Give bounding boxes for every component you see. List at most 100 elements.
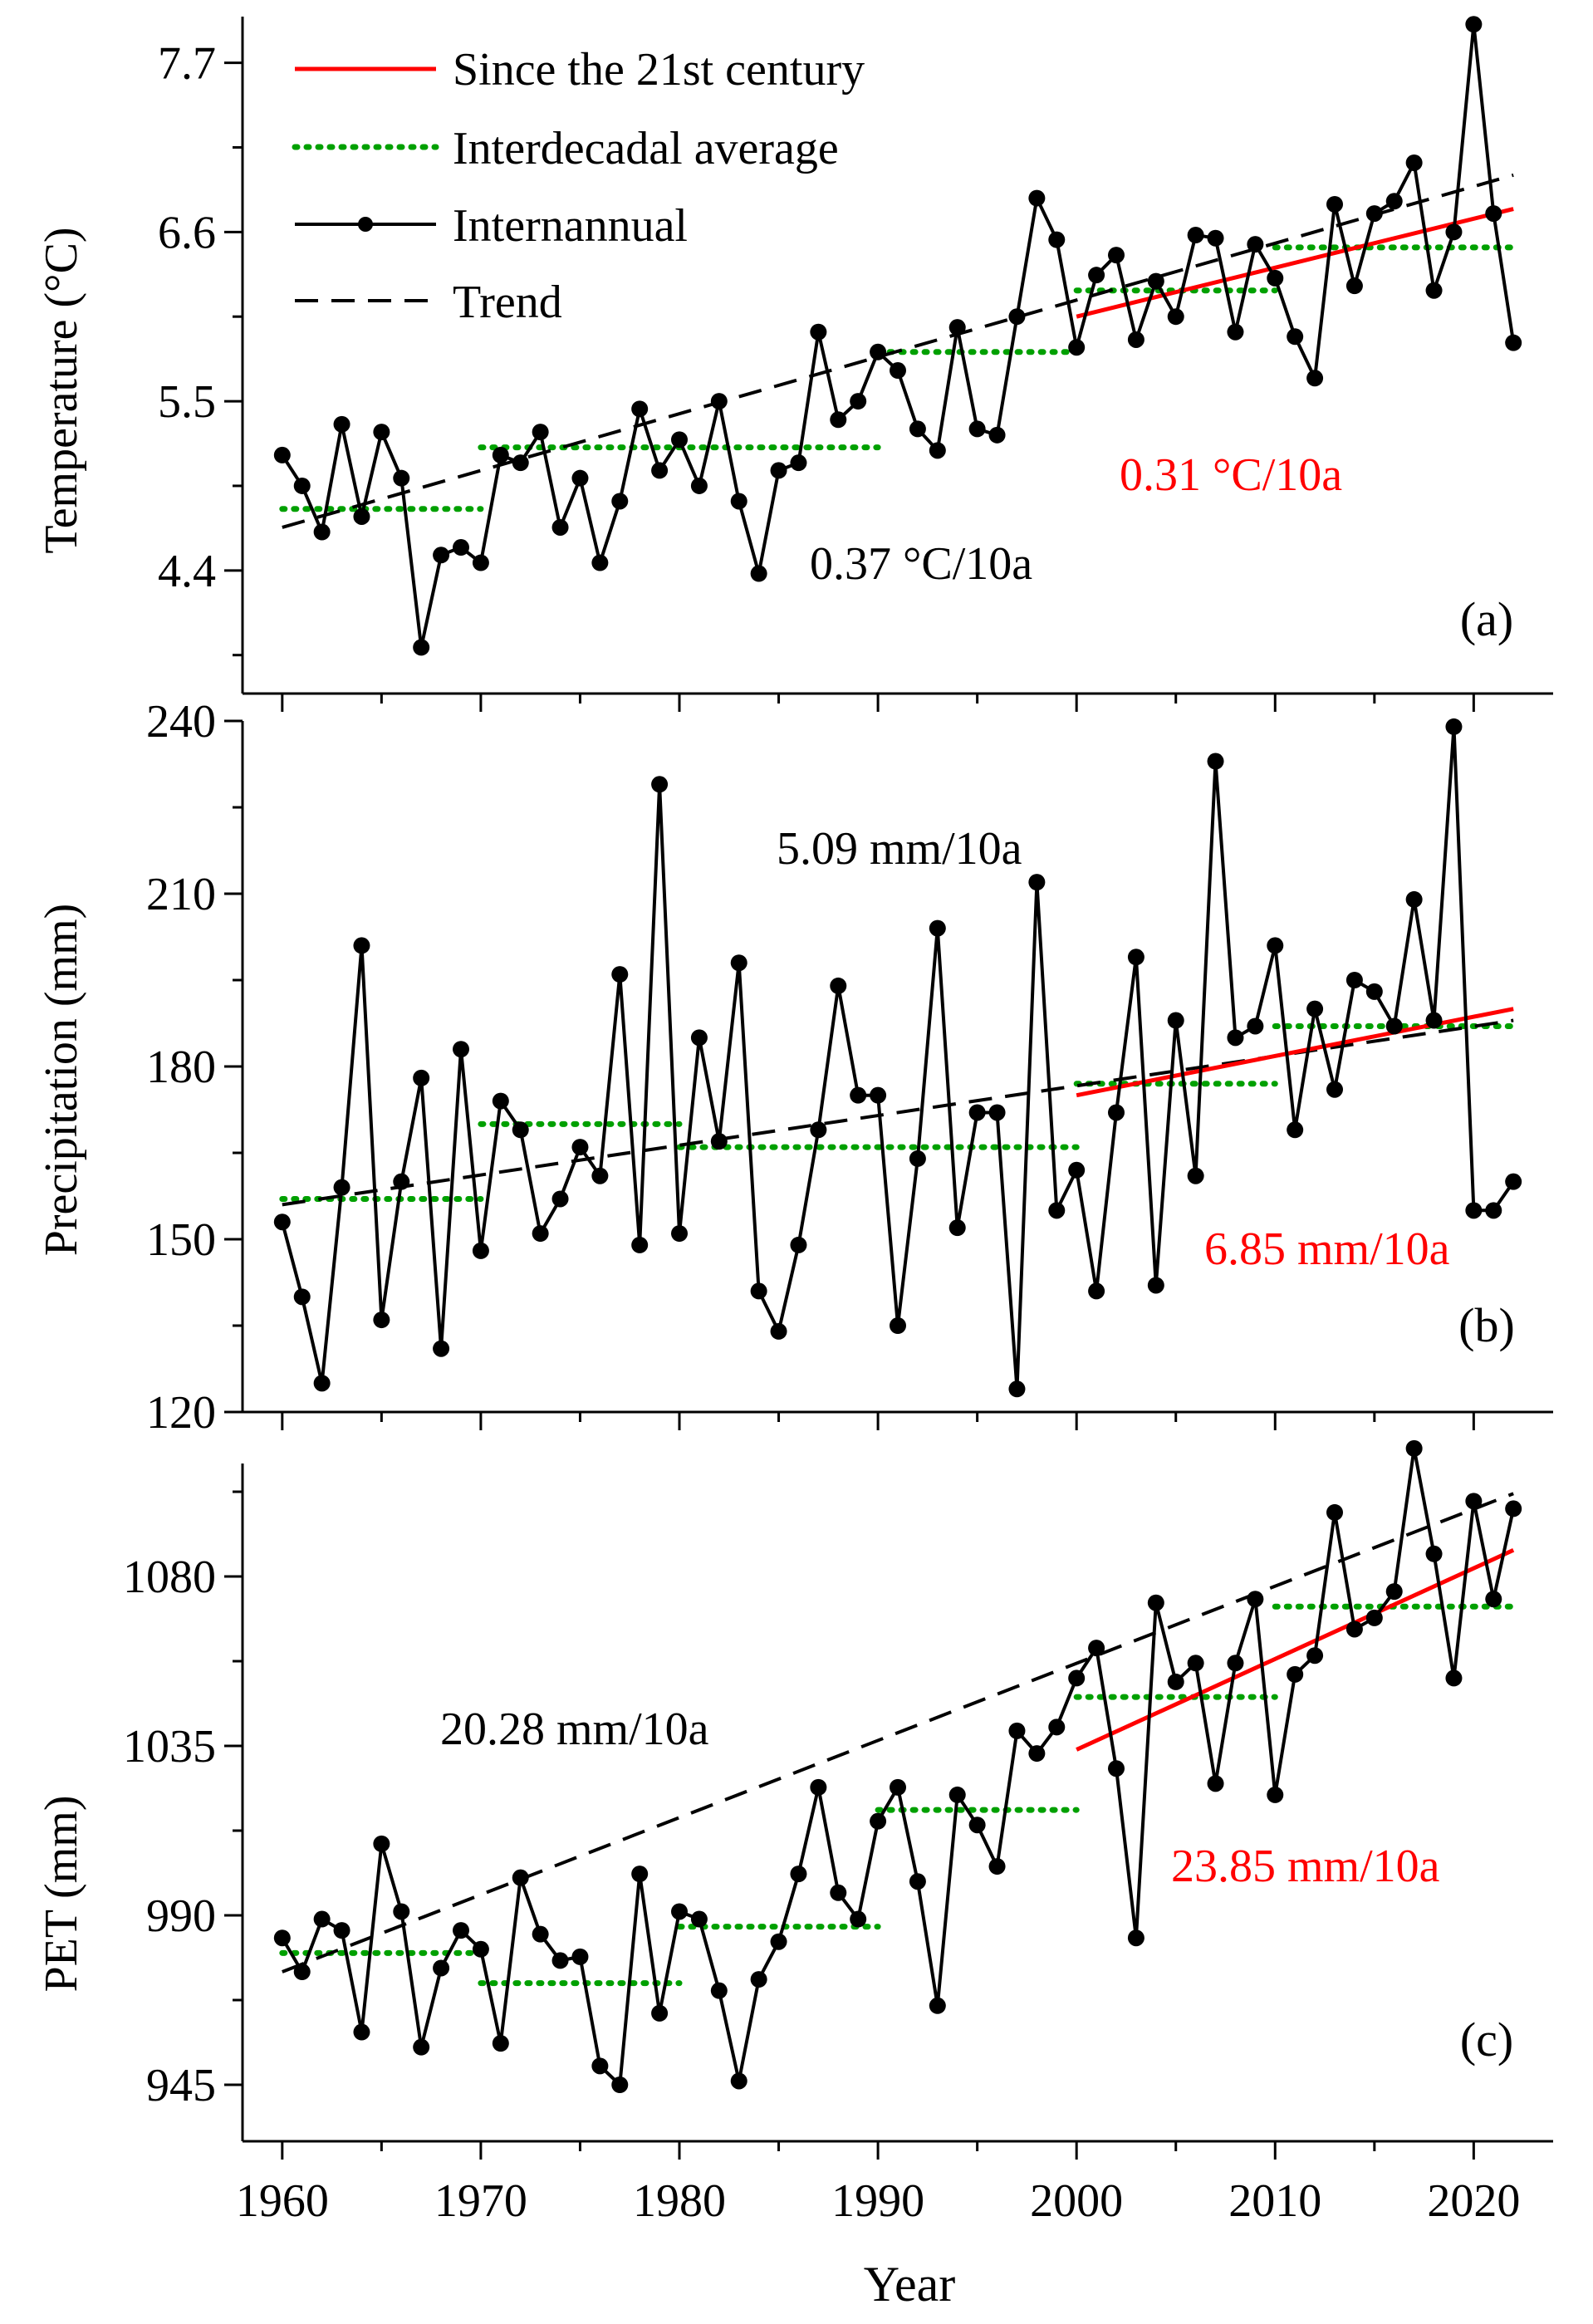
- data-point-temperature: [1187, 227, 1204, 244]
- data-point-precipitation: [393, 1173, 410, 1190]
- data-point-precipitation: [1345, 972, 1363, 988]
- y-tick-label-pet: 990: [146, 1890, 216, 1942]
- data-point-pet: [1287, 1665, 1304, 1683]
- data-point-pet: [433, 1959, 450, 1977]
- data-point-precipitation: [1485, 1202, 1502, 1219]
- data-point-pet: [273, 1929, 291, 1947]
- data-point-pet: [870, 1812, 887, 1830]
- data-point-pet: [790, 1866, 807, 1883]
- y-tick-label-temperature: 6.6: [158, 207, 216, 258]
- data-point-precipitation: [611, 966, 629, 983]
- data-point-temperature: [393, 469, 410, 487]
- legend-label-internannual: Internannual: [453, 200, 688, 252]
- data-point-temperature: [532, 424, 549, 441]
- data-point-temperature: [790, 454, 807, 472]
- data-point-precipitation: [1167, 1012, 1184, 1029]
- data-point-precipitation: [273, 1213, 291, 1231]
- panel-pet: PET (mm) (c) 945 990 1035 1080: [36, 1439, 1553, 2160]
- data-point-pet: [1365, 1609, 1383, 1626]
- data-point-precipitation: [830, 977, 847, 994]
- data-point-pet: [333, 1922, 350, 1939]
- data-point-precipitation: [1227, 1029, 1244, 1047]
- data-point-pet: [313, 1910, 331, 1928]
- data-point-pet: [353, 2023, 370, 2041]
- data-point-precipitation: [1385, 1017, 1403, 1035]
- data-point-temperature: [850, 393, 867, 410]
- data-point-pet: [393, 1903, 410, 1920]
- data-point-temperature: [730, 493, 747, 510]
- data-point-pet: [1167, 1673, 1184, 1690]
- data-point-precipitation: [1326, 1081, 1343, 1098]
- data-point-temperature: [1405, 154, 1423, 171]
- data-point-precipitation: [790, 1236, 807, 1253]
- data-point-pet: [1048, 1718, 1066, 1736]
- x-tick-label: 1980: [633, 2175, 726, 2227]
- data-point-temperature: [1326, 195, 1343, 213]
- data-point-temperature: [492, 446, 509, 463]
- data-point-precipitation: [591, 1167, 609, 1184]
- ylabel-pet: PET (mm): [36, 1796, 87, 1993]
- data-point-temperature: [313, 523, 331, 541]
- data-point-pet: [968, 1817, 986, 1834]
- y-tick-label-precipitation: 150: [146, 1214, 216, 1266]
- data-point-temperature: [1505, 334, 1522, 351]
- data-point-precipitation: [353, 937, 370, 954]
- data-point-pet: [1028, 1745, 1046, 1763]
- data-point-pet: [1108, 1760, 1125, 1777]
- data-point-temperature: [472, 554, 489, 571]
- since21-rate-label-pet: 23.85 mm/10a: [1171, 1841, 1440, 1892]
- data-point-precipitation: [532, 1225, 549, 1243]
- data-point-precipitation: [730, 954, 747, 972]
- data-point-precipitation: [710, 1133, 728, 1150]
- data-point-precipitation: [1267, 937, 1284, 954]
- data-point-precipitation: [1127, 949, 1145, 966]
- legend-label-trend: Trend: [453, 277, 562, 328]
- x-tick-label: 1970: [434, 2175, 527, 2227]
- data-point-pet: [1425, 1545, 1443, 1562]
- data-point-temperature: [1127, 331, 1145, 348]
- legend-label-interdecadal: Interdecadal average: [453, 123, 839, 174]
- data-point-precipitation: [750, 1282, 767, 1300]
- data-point-precipitation: [968, 1104, 986, 1121]
- data-point-temperature: [890, 362, 906, 380]
- ylabel-precipitation: Precipitation (mm): [36, 904, 87, 1257]
- data-point-pet: [988, 1858, 1006, 1875]
- data-point-temperature: [1247, 236, 1264, 253]
- y-tick-label-precipitation: 210: [146, 869, 216, 920]
- data-point-pet: [373, 1835, 390, 1852]
- data-point-temperature: [651, 462, 669, 479]
- data-point-precipitation: [690, 1029, 708, 1047]
- trend-rate-label-temperature: 0.37 °C/10a: [810, 538, 1032, 590]
- data-point-pet: [532, 1925, 549, 1943]
- data-point-temperature: [1008, 308, 1026, 326]
- data-point-temperature: [1385, 193, 1403, 210]
- data-point-precipitation: [472, 1242, 489, 1259]
- y-tick-label-precipitation: 240: [146, 696, 216, 748]
- data-point-precipitation: [373, 1312, 390, 1329]
- data-point-precipitation: [413, 1069, 430, 1086]
- data-point-pet: [512, 1869, 529, 1886]
- data-point-temperature: [810, 323, 827, 341]
- data-point-temperature: [929, 442, 946, 459]
- data-point-temperature: [611, 493, 629, 510]
- data-point-temperature: [1345, 277, 1363, 295]
- data-point-pet: [413, 2038, 430, 2056]
- data-point-precipitation: [1207, 753, 1224, 770]
- data-point-temperature: [512, 454, 529, 472]
- data-point-temperature: [333, 415, 350, 433]
- data-point-precipitation: [988, 1104, 1006, 1121]
- data-point-precipitation: [453, 1041, 469, 1058]
- data-point-precipitation: [433, 1340, 450, 1357]
- data-point-precipitation: [1445, 718, 1463, 735]
- data-point-precipitation: [948, 1219, 966, 1237]
- data-point-temperature: [1485, 205, 1502, 223]
- data-point-precipitation: [1068, 1161, 1086, 1179]
- data-point-pet: [929, 1997, 946, 2014]
- data-point-temperature: [1088, 267, 1105, 284]
- data-point-pet: [671, 1903, 688, 1920]
- data-point-temperature: [591, 554, 609, 571]
- panel-label-a: (a): [1460, 592, 1513, 646]
- data-point-precipitation: [1365, 983, 1383, 1000]
- y-tick-label-precipitation: 180: [146, 1042, 216, 1093]
